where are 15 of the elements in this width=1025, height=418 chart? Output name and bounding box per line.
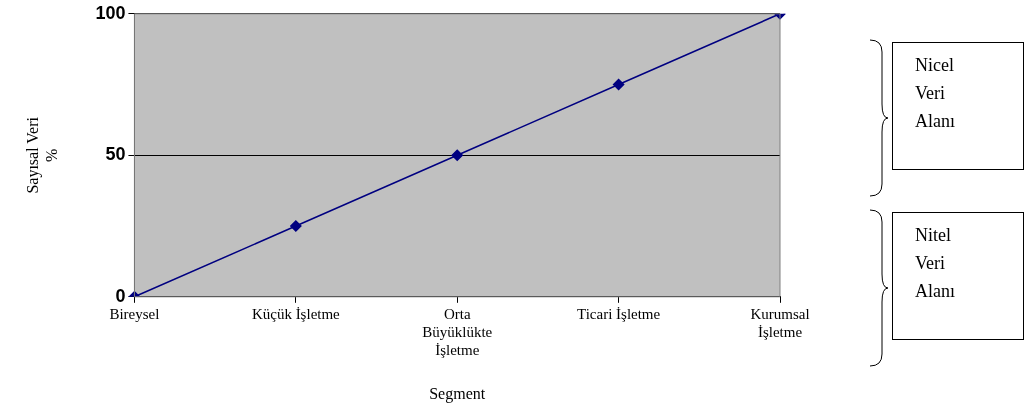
y-axis-title: Sayısal Veri % [23, 116, 60, 194]
x-tick-label: Bireysel [109, 305, 160, 322]
x-tick-label: Ticari İşletme [577, 305, 661, 322]
text: Nicel Veri Alanı [915, 54, 956, 133]
point [290, 220, 302, 232]
point [612, 78, 625, 91]
x-tick-label: Kurumsal İşletme [750, 305, 810, 340]
x-tick-label: Küçük İşletme [251, 305, 341, 322]
y-tick-label: 100 [95, 2, 126, 23]
y-tick-label: 50 [105, 144, 126, 165]
x-tick-label: Orta Büyüklükte İşletme [422, 305, 493, 358]
point [451, 149, 463, 162]
text: Nitel Veri Alanı [915, 224, 956, 303]
y-tick-label: 0 [115, 285, 126, 306]
x-axis-title: Segment [429, 384, 486, 403]
